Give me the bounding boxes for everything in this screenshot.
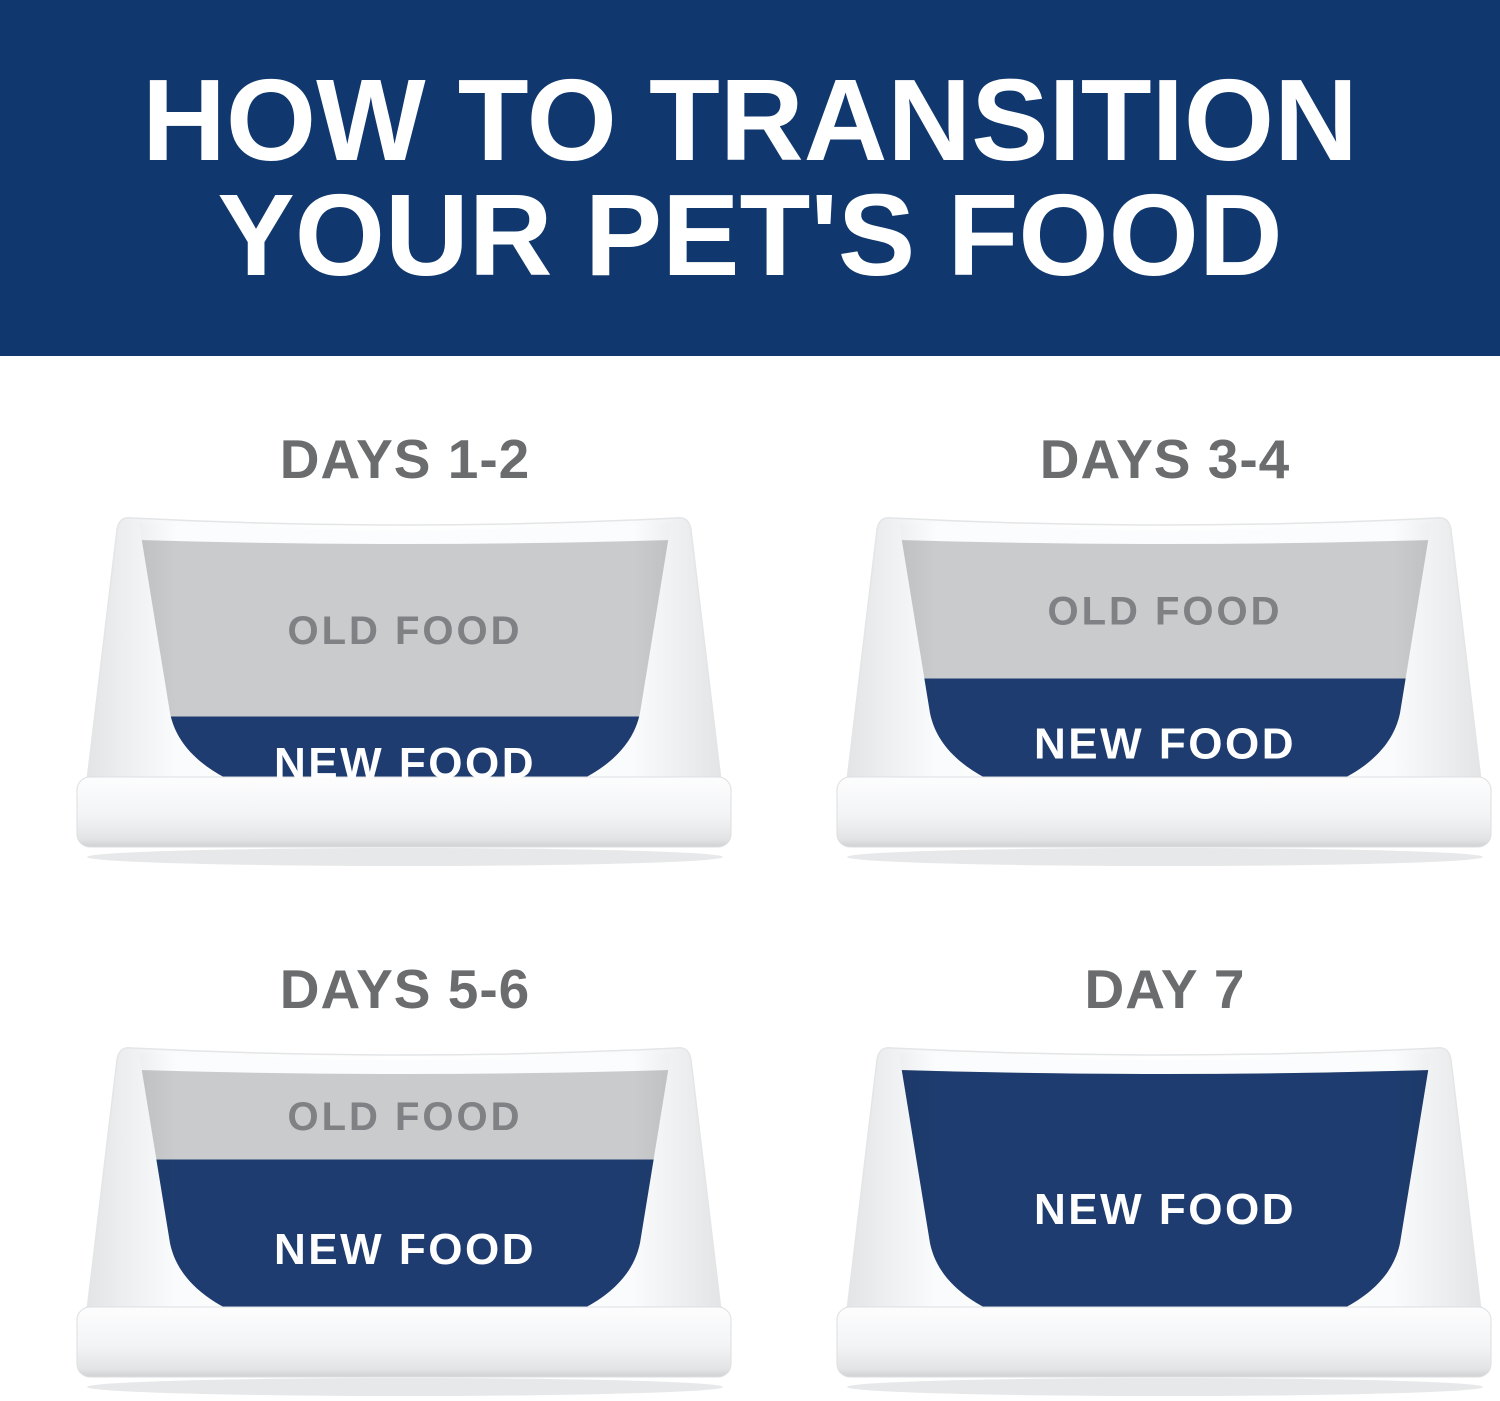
bowl-cavity [139, 523, 671, 811]
cavity-shading [899, 1053, 1431, 1341]
day-panel-day-7: DAY 7 NEW FOOD [835, 960, 1495, 1401]
old-food-label: OLD FOOD [287, 609, 522, 653]
food-bowl-illustration: OLD FOOD NEW FOOD [836, 517, 1492, 866]
cavity-shading [899, 523, 1431, 811]
bowl-shadow [847, 1378, 1483, 1396]
page-title-line-2: YOUR PET'S FOOD [217, 170, 1283, 300]
day-title: DAY 7 [1084, 958, 1246, 1020]
bowl-base [76, 776, 732, 848]
bowl-base [836, 1306, 1492, 1378]
bowl-shadow [87, 848, 723, 866]
day-panel-days-3-4: DAYS 3-4 OLD FOOD NEW FOOD [835, 430, 1495, 875]
day-panel-days-1-2: DAYS 1-2 OLD FOOD NEW FOOD [75, 430, 735, 875]
new-food-label: NEW FOOD [274, 1225, 536, 1274]
food-bowl-illustration: OLD FOOD NEW FOOD [76, 1047, 732, 1396]
cavity-shading [139, 1053, 671, 1341]
cavity-shading [139, 523, 671, 811]
new-food-label: NEW FOOD [1034, 1185, 1296, 1234]
page-title: HOW TO TRANSITION YOUR PET'S FOOD [142, 55, 1358, 300]
day-title: DAYS 1-2 [279, 428, 531, 490]
day-title: DAYS 5-6 [279, 958, 531, 1020]
food-bowl-illustration: NEW FOOD [836, 1047, 1492, 1396]
old-food-label: OLD FOOD [1047, 590, 1282, 634]
bowl-shadow [847, 848, 1483, 866]
new-food-label: NEW FOOD [1034, 720, 1296, 769]
food-bowl-illustration: OLD FOOD NEW FOOD [76, 517, 732, 866]
day-title: DAYS 3-4 [1039, 428, 1291, 490]
old-food-label: OLD FOOD [287, 1095, 522, 1139]
page-title-line-1: HOW TO TRANSITION [142, 55, 1358, 186]
header-banner: HOW TO TRANSITION YOUR PET'S FOOD [0, 0, 1500, 356]
day-panel-days-5-6: DAYS 5-6 OLD FOOD NEW FOOD [75, 960, 735, 1401]
bowl-base [836, 776, 1492, 848]
bowl-base [76, 1306, 732, 1378]
bowl-shadow [87, 1378, 723, 1396]
new-food-label: NEW FOOD [274, 739, 536, 788]
